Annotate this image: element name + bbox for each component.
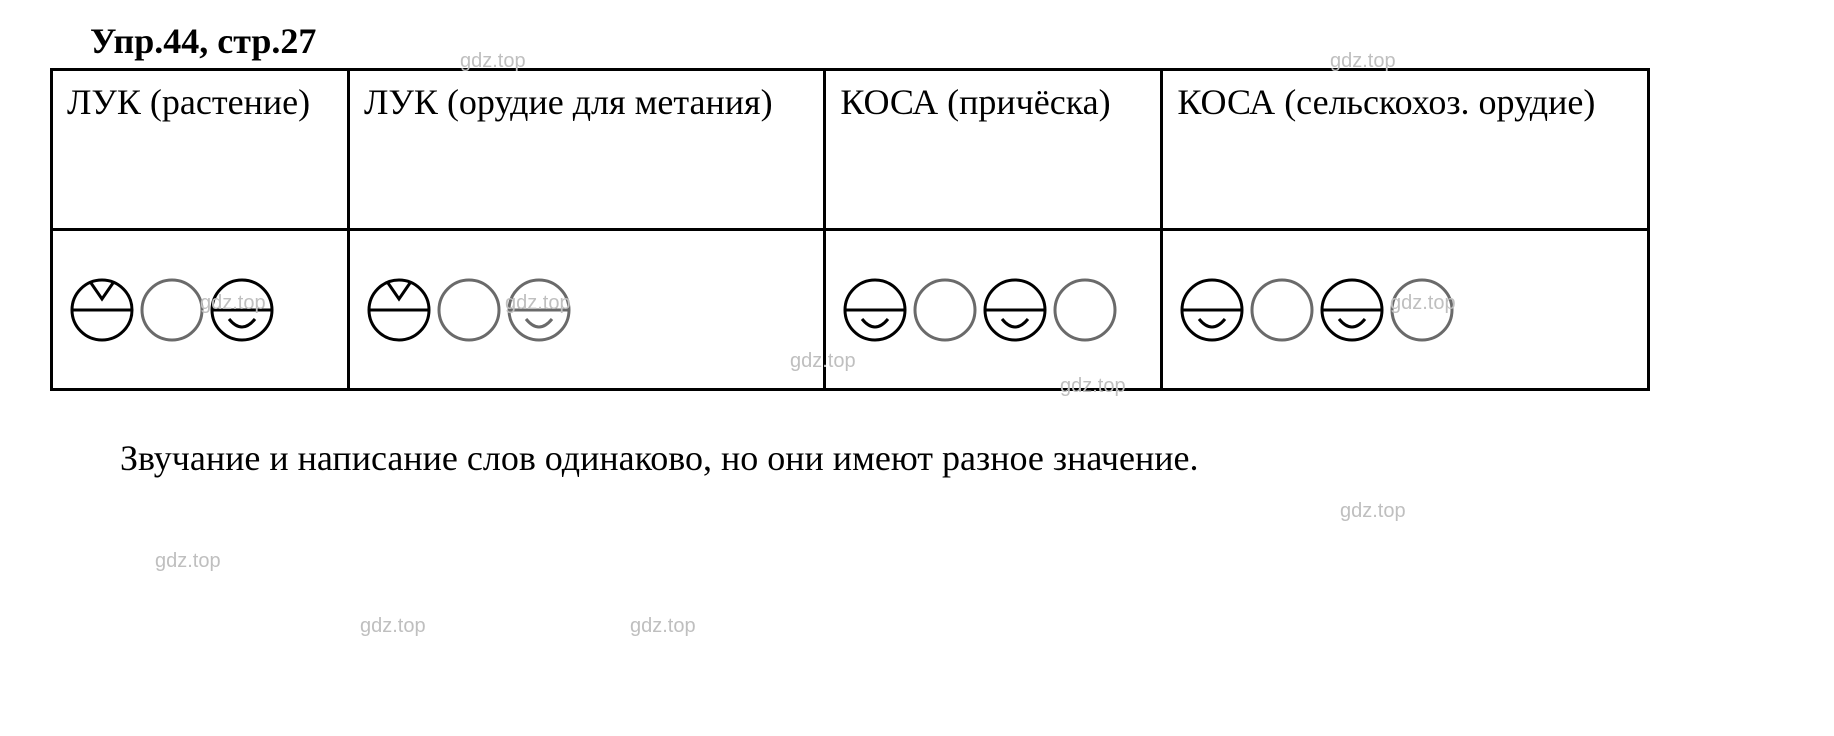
note-3: (сельскохоз. орудие): [1275, 82, 1595, 122]
sound-circle-icon: [137, 275, 207, 345]
sound-circle-icon: [207, 275, 277, 345]
note-1: (орудие для метания): [438, 82, 773, 122]
table-row-words: ЛУК (растение) ЛУК (орудие для метания) …: [52, 70, 1649, 230]
sound-circle-icon: [1387, 275, 1457, 345]
cell-circles-1: [349, 230, 825, 390]
sound-circle-icon: [980, 275, 1050, 345]
watermark: gdz.top: [630, 615, 696, 638]
main-table: ЛУК (растение) ЛУК (орудие для метания) …: [50, 68, 1650, 391]
sound-circle-icon: [434, 275, 504, 345]
watermark: gdz.top: [360, 615, 426, 638]
cell-circles-2: [825, 230, 1162, 390]
sound-circle-icon: [67, 275, 137, 345]
sound-circle-icon: [1317, 275, 1387, 345]
watermark: gdz.top: [1340, 500, 1406, 523]
circle-row-2: [840, 275, 1146, 345]
circle-row-1: [364, 275, 809, 345]
sound-circle-icon: [1050, 275, 1120, 345]
sound-circle-icon: [1247, 275, 1317, 345]
note-0: (растение): [141, 82, 310, 122]
cell-circles-3: [1162, 230, 1649, 390]
sound-circle-icon: [364, 275, 434, 345]
word-1: ЛУК: [364, 82, 438, 122]
circle-row-0: [67, 275, 333, 345]
word-2: КОСА: [840, 82, 938, 122]
cell-word-3: КОСА (сельскохоз. орудие): [1162, 70, 1649, 230]
cell-word-0: ЛУК (растение): [52, 70, 349, 230]
table-row-circles: [52, 230, 1649, 390]
cell-circles-0: [52, 230, 349, 390]
watermark: gdz.top: [155, 550, 221, 573]
page-root: Упр.44, стр.27 gdz.topgdz.topgdz.topgdz.…: [50, 20, 1784, 485]
word-0: ЛУК: [67, 82, 141, 122]
circle-row-3: [1177, 275, 1633, 345]
sound-circle-icon: [504, 275, 574, 345]
note-2: (причёска): [938, 82, 1111, 122]
bottom-text: Звучание и написание слов одинаково, но …: [80, 431, 1680, 485]
exercise-header: Упр.44, стр.27: [90, 20, 1784, 62]
sound-circle-icon: [910, 275, 980, 345]
cell-word-2: КОСА (причёска): [825, 70, 1162, 230]
sound-circle-icon: [1177, 275, 1247, 345]
cell-word-1: ЛУК (орудие для метания): [349, 70, 825, 230]
word-3: КОСА: [1177, 82, 1275, 122]
bottom-text-content: Звучание и написание слов одинаково, но …: [120, 438, 1199, 478]
sound-circle-icon: [840, 275, 910, 345]
